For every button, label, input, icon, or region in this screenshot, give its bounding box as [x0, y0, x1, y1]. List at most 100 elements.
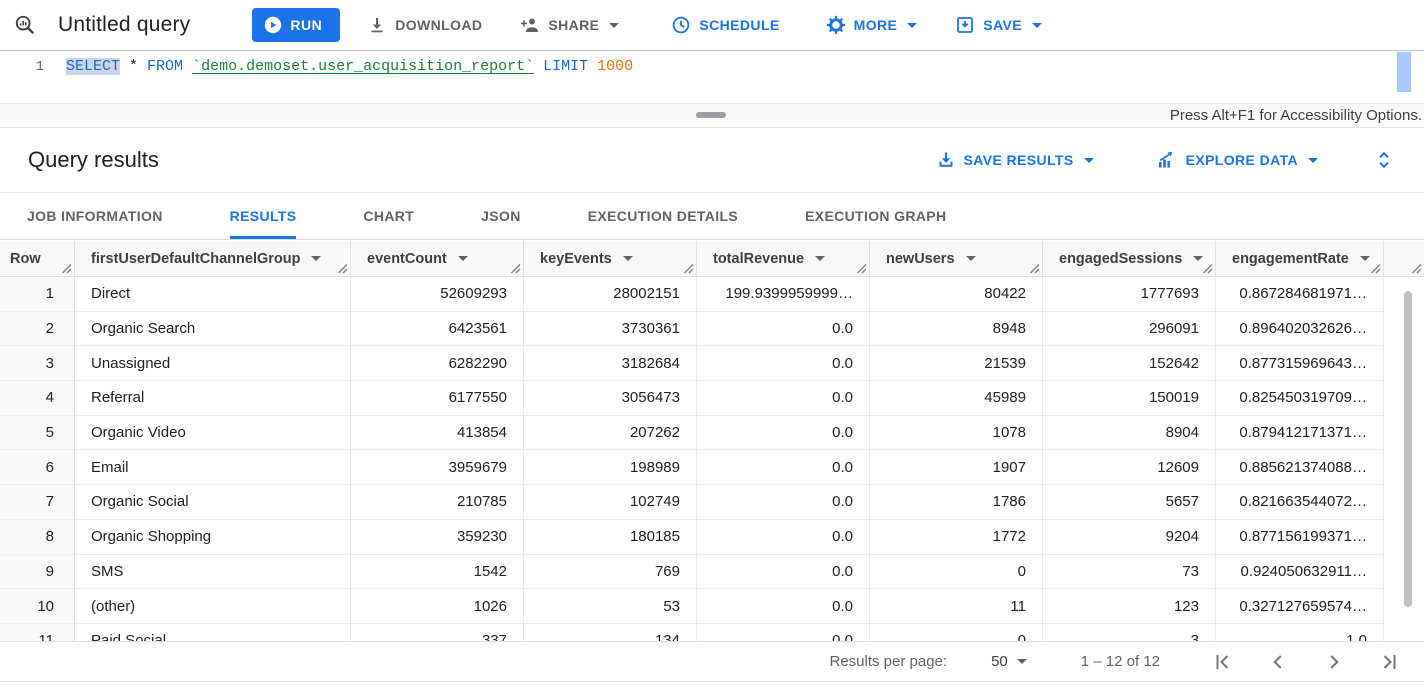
query-results-header: Query results SAVE RESULTS EXPLORE DATA — [0, 128, 1424, 193]
column-resize-handle[interactable] — [856, 263, 867, 274]
chevron-down-icon — [907, 22, 918, 28]
chevron-left-icon — [1273, 654, 1282, 669]
row-number-cell: 3 — [0, 346, 75, 381]
first-page-button[interactable] — [1210, 650, 1234, 674]
table-cell-totalrevenue: 0.0 — [697, 381, 870, 415]
table-cell-engagedsessions: 8904 — [1043, 415, 1216, 450]
prev-page-button[interactable] — [1266, 650, 1290, 674]
tab-chart[interactable]: CHART — [363, 208, 415, 224]
chevron-down-icon — [609, 22, 620, 28]
column-menu-caret-icon[interactable] — [815, 256, 826, 261]
chevron-down-icon — [1083, 157, 1094, 163]
sql-token — [588, 58, 597, 75]
table-cell-firstuserdefaultchannelgroup: SMS — [75, 554, 351, 589]
chevron-right-icon — [1330, 654, 1339, 669]
save-results-button[interactable]: SAVE RESULTS — [928, 144, 1102, 176]
column-resize-handle[interactable] — [510, 263, 521, 274]
table-row: 4 Referral 6177550 3056473 0.0 45989 150019 0.8… — [0, 381, 1384, 416]
table-cell-eventcount: 6282290 — [351, 346, 524, 381]
column-resize-handle[interactable] — [337, 263, 348, 274]
table-cell-eventcount: 6423561 — [351, 311, 524, 346]
row-number-cell: 1 — [0, 277, 75, 311]
table-row: 3 Unassigned 6282290 3182684 0.0 21539 152642 0… — [0, 346, 1384, 382]
column-resize-handle[interactable] — [61, 263, 72, 274]
sql-token: * — [120, 58, 148, 75]
tab-execution-details[interactable]: EXECUTION DETAILS — [587, 208, 739, 224]
column-menu-caret-icon[interactable] — [622, 256, 633, 261]
row-number-cell: 4 — [0, 381, 75, 415]
table-cell-newusers: 0 — [870, 554, 1043, 589]
column-resize-handle[interactable] — [683, 263, 694, 274]
column-menu-caret-icon[interactable] — [1193, 256, 1204, 261]
clock-icon — [671, 15, 691, 35]
table-cell-engagementrate: 0.885621374088… — [1216, 450, 1384, 485]
table-cell-eventcount: 1026 — [351, 589, 524, 623]
editor-scrollbar[interactable] — [1397, 52, 1411, 92]
column-label: totalRevenue — [713, 250, 805, 267]
tab-json[interactable]: JSON — [481, 208, 521, 224]
column-resize-handle[interactable] — [1370, 263, 1381, 274]
sql-code-line[interactable]: SELECT * FROM `demo.demoset.user_acquisi… — [66, 58, 633, 75]
schedule-button[interactable]: SCHEDULE — [663, 9, 787, 41]
tab-results[interactable]: RESULTS — [229, 193, 297, 239]
next-page-button[interactable] — [1322, 650, 1346, 674]
table-row: 9 SMS 1542 769 0.0 0 73 0.924050632911… — [0, 554, 1384, 590]
table-cell-keyevents: 53 — [524, 589, 697, 623]
table-cell-eventcount: 52609293 — [351, 277, 524, 311]
splitter-drag-handle[interactable] — [696, 112, 726, 118]
query-title: Untitled query — [58, 13, 191, 36]
table-cell-eventcount: 359230 — [351, 519, 524, 554]
column-header-firstuserdefaultchannelgroup[interactable]: firstUserDefaultChannelGroup — [75, 241, 351, 276]
table-cell-keyevents: 134 — [524, 623, 697, 641]
column-menu-caret-icon[interactable] — [311, 256, 322, 261]
column-header-totalrevenue[interactable]: totalRevenue — [697, 241, 870, 276]
pagination-bar: Results per page: 50 1 – 12 of 12 — [0, 641, 1424, 682]
more-button[interactable]: MORE — [818, 9, 926, 41]
page-size-select[interactable]: 50 — [991, 653, 1027, 670]
column-resize-handle[interactable] — [1029, 263, 1040, 274]
table-cell-totalrevenue: 0.0 — [697, 589, 870, 623]
table-vertical-scrollbar[interactable] — [1404, 291, 1412, 607]
column-header-newusers[interactable]: newUsers — [870, 241, 1043, 276]
table-row: 7 Organic Social 210785 102749 0.0 1786 5657 0.… — [0, 485, 1384, 520]
row-number-cell: 7 — [0, 485, 75, 519]
column-resize-handle[interactable] — [1411, 263, 1422, 274]
column-menu-caret-icon[interactable] — [457, 256, 468, 261]
table-cell-engagementrate: 0.327127659574… — [1216, 589, 1384, 623]
column-menu-caret-icon[interactable] — [1359, 256, 1370, 261]
share-button[interactable]: SHARE — [512, 9, 627, 41]
save-button[interactable]: SAVE — [947, 9, 1050, 41]
table-row: 6 Email 3959679 198989 0.0 1907 12609 0.8856213… — [0, 450, 1384, 486]
column-header-engagementrate[interactable]: engagementRate — [1216, 241, 1384, 276]
column-label: Row — [10, 250, 41, 267]
column-menu-caret-icon[interactable] — [965, 256, 976, 261]
sql-token: LIMIT — [543, 58, 589, 75]
column-resize-handle[interactable] — [1202, 263, 1213, 274]
table-cell-firstuserdefaultchannelgroup: Paid Social — [75, 623, 351, 641]
column-header-keyevents[interactable]: keyEvents — [524, 241, 697, 276]
table-cell-totalrevenue: 199.9399959999… — [697, 277, 870, 311]
column-header-eventcount[interactable]: eventCount — [351, 241, 524, 276]
row-number-cell: 5 — [0, 415, 75, 450]
explore-data-button[interactable]: EXPLORE DATA — [1148, 144, 1326, 176]
table-body: 1 Direct 52609293 28002151 199.9399959999… 80… — [0, 277, 1384, 641]
last-page-button[interactable] — [1378, 650, 1402, 674]
expand-results-button[interactable] — [1372, 145, 1396, 175]
row-number-cell: 10 — [0, 589, 75, 623]
tab-job-information[interactable]: JOB INFORMATION — [27, 208, 163, 224]
sql-editor[interactable]: 1 SELECT * FROM `demo.demoset.user_acqui… — [0, 51, 1424, 103]
download-button[interactable]: DOWNLOAD — [359, 9, 490, 41]
run-button[interactable]: RUN — [252, 8, 341, 42]
table-cell-totalrevenue: 0.0 — [697, 554, 870, 589]
tab-execution-graph[interactable]: EXECUTION GRAPH — [805, 208, 947, 224]
table-cell-engagementrate: 0.877315969643… — [1216, 346, 1384, 381]
table-cell-newusers: 1907 — [870, 450, 1043, 485]
column-header-row[interactable]: Row — [0, 241, 75, 276]
results-actions: SAVE RESULTS EXPLORE DATA — [928, 144, 1396, 176]
table-header-row: Row firstUserDefaultChannelGroup eventCoun… — [0, 241, 1384, 277]
download-icon — [367, 15, 387, 35]
table-cell-newusers: 21539 — [870, 346, 1043, 381]
table-cell-newusers: 1772 — [870, 519, 1043, 554]
column-header-engagedsessions[interactable]: engagedSessions — [1043, 241, 1216, 276]
